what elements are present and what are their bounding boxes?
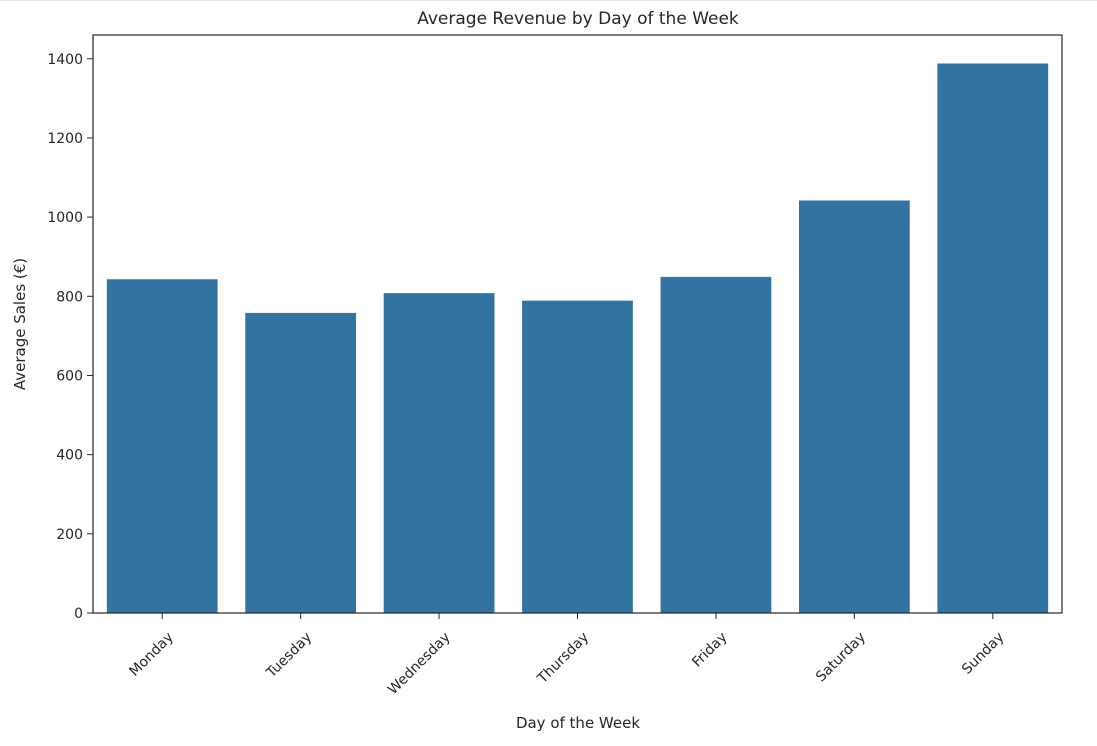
plot-frame [92, 34, 1063, 614]
top-divider [0, 0, 1097, 1]
y-tick-label: 1200 [47, 131, 83, 147]
x-tick-label-sunday: Sunday [959, 629, 1007, 677]
bar-friday [660, 276, 772, 613]
x-tick-label-saturday: Saturday [813, 629, 869, 685]
x-tick-label-wednesday: Wednesday [385, 629, 454, 698]
bar-sunday [937, 63, 1049, 613]
y-tick-label: 0 [74, 606, 83, 622]
y-tick-label: 1400 [47, 52, 83, 68]
x-axis-label: Day of the Week [516, 714, 640, 732]
y-axis: 0 200 400 600 800 1000 1200 1400 [47, 52, 93, 622]
chart-title: Average Revenue by Day of the Week [417, 9, 739, 29]
y-axis-label: Average Sales (€) [11, 258, 29, 390]
bar-wednesday [383, 293, 495, 613]
y-tick-label: 1000 [47, 210, 83, 226]
y-tick-label: 400 [56, 448, 83, 464]
bar-tuesday [245, 312, 357, 613]
y-tick-label: 800 [56, 289, 83, 305]
x-tick-label-friday: Friday [689, 629, 730, 670]
bar-thursday [522, 300, 633, 613]
y-tick-label: 600 [56, 368, 83, 384]
bar-saturday [798, 200, 910, 614]
x-axis: Monday Tuesday Wednesday Thursday Friday Satu… [126, 613, 1007, 698]
bar-monday [106, 279, 218, 613]
y-tick-label: 200 [56, 527, 83, 543]
bars-group [106, 63, 1049, 614]
x-tick-label-thursday: Thursday [534, 629, 592, 687]
x-tick-label-tuesday: Tuesday [263, 629, 315, 681]
x-tick-label-monday: Monday [126, 629, 176, 679]
